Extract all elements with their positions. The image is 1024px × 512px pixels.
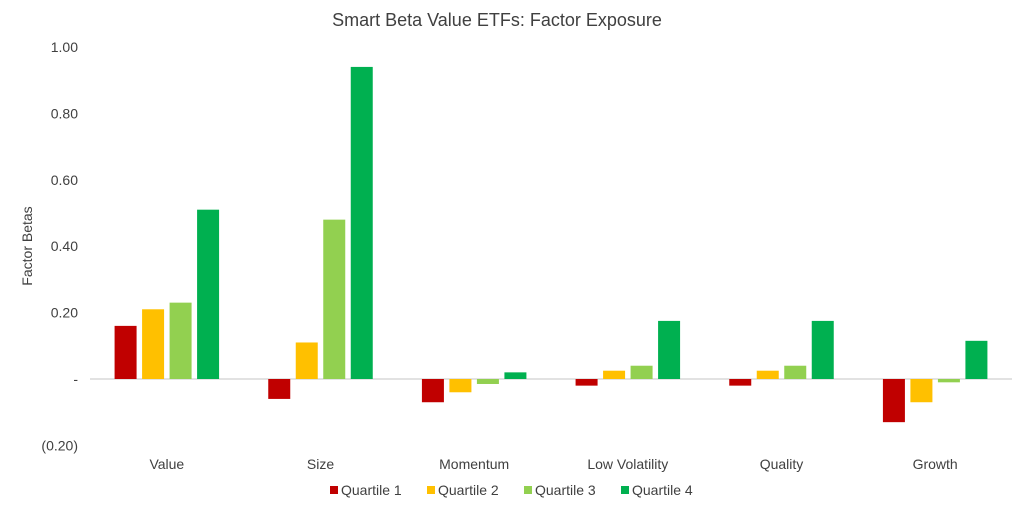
- bar-quartile-2: [910, 379, 933, 403]
- bar-quartile-2: [756, 370, 779, 379]
- bar-quartile-1: [729, 379, 752, 386]
- legend-swatch: [524, 486, 532, 494]
- bar-quartile-2: [295, 342, 318, 379]
- x-tick-label: Momentum: [439, 456, 509, 472]
- chart-title: Smart Beta Value ETFs: Factor Exposure: [332, 10, 662, 30]
- y-tick-label: 1.00: [51, 39, 78, 55]
- y-tick-label: 0.80: [51, 105, 78, 121]
- y-tick-label: (0.20): [41, 437, 78, 453]
- x-tick-label: Quality: [760, 456, 804, 472]
- bar-quartile-4: [658, 320, 681, 379]
- bar-quartile-3: [323, 219, 346, 379]
- bar-quartile-3: [784, 365, 807, 379]
- legend-swatch: [621, 486, 629, 494]
- bar-quartile-4: [811, 320, 834, 379]
- bar-quartile-1: [421, 379, 444, 403]
- legend-swatch: [427, 486, 435, 494]
- x-tick-label: Growth: [913, 456, 958, 472]
- bar-quartile-1: [114, 325, 137, 379]
- x-tick-label: Value: [149, 456, 184, 472]
- bar-quartile-1: [882, 379, 905, 423]
- bar-quartile-3: [476, 379, 499, 384]
- y-tick-label: -: [73, 371, 78, 387]
- bar-quartile-3: [630, 365, 653, 379]
- bar-quartile-2: [142, 309, 165, 379]
- bar-quartile-4: [197, 209, 220, 379]
- y-tick-label: 0.20: [51, 305, 78, 321]
- x-tick-label: Low Volatility: [587, 456, 668, 472]
- bar-quartile-4: [350, 66, 373, 380]
- legend-label: Quartile 4: [632, 482, 693, 498]
- legend-label: Quartile 2: [438, 482, 499, 498]
- bar-quartile-1: [268, 379, 291, 399]
- bar-quartile-4: [504, 372, 527, 379]
- y-tick-label: 0.60: [51, 172, 78, 188]
- bar-quartile-2: [603, 370, 626, 379]
- y-axis-label: Factor Betas: [19, 206, 35, 285]
- bar-quartile-4: [965, 340, 988, 379]
- bar-quartile-3: [937, 379, 960, 383]
- y-tick-label: 0.40: [51, 238, 78, 254]
- bar-quartile-1: [575, 379, 598, 386]
- bar-quartile-2: [449, 379, 472, 393]
- legend-swatch: [330, 486, 338, 494]
- legend-label: Quartile 1: [341, 482, 402, 498]
- legend-label: Quartile 3: [535, 482, 596, 498]
- bar-quartile-3: [169, 302, 192, 379]
- x-tick-label: Size: [307, 456, 334, 472]
